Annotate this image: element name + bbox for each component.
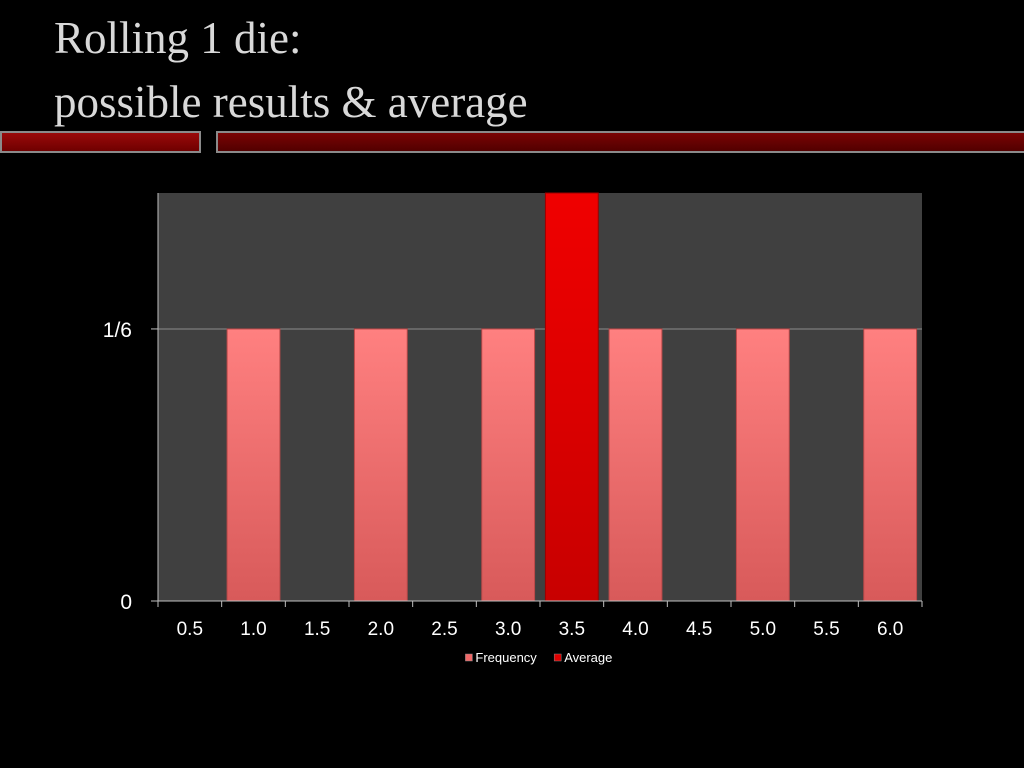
- bar-frequency-4.0: [608, 328, 663, 602]
- x-tick-label-5.0: 5.0: [750, 619, 776, 640]
- accent-bar-left: [0, 131, 201, 153]
- legend-label-average: Average: [564, 650, 612, 665]
- bars: [226, 192, 918, 602]
- legend-swatch-frequency: [465, 653, 473, 662]
- plot-area: [158, 193, 922, 601]
- x-tick-label-6.0: 6.0: [877, 619, 903, 640]
- y-tick-label-1: 1/6: [103, 319, 132, 342]
- legend: Frequency Average: [465, 650, 612, 665]
- x-tick-label-3.5: 3.5: [559, 619, 585, 640]
- x-tick-label-3.0: 3.0: [495, 619, 521, 640]
- x-tick-label-2.0: 2.0: [368, 619, 394, 640]
- slide-title-line-2: possible results & average: [54, 77, 528, 127]
- accent-bar-right: [216, 131, 1024, 153]
- x-tick-label-4.5: 4.5: [686, 619, 712, 640]
- slide-title: Rolling 1 die: possible results & averag…: [54, 6, 528, 134]
- legend-label-frequency: Frequency: [475, 650, 537, 665]
- slide-title-line-1: Rolling 1 die:: [54, 13, 302, 63]
- bar-frequency-2.0: [353, 328, 408, 602]
- bar-frequency-1.0: [226, 328, 281, 602]
- x-tick-label-5.5: 5.5: [813, 619, 839, 640]
- bar-frequency-5.0: [735, 328, 790, 602]
- x-tick-label-0.5: 0.5: [177, 619, 203, 640]
- x-tick-label-1.5: 1.5: [304, 619, 330, 640]
- bar-frequency-3.0: [481, 328, 536, 602]
- axes: 0 1/6 0.5 1.0 1.5 2.0 2.5 3.0 3.5 4.0 4.5 5.0 5.5 6.0: [103, 193, 923, 640]
- x-tick-label-1.0: 1.0: [240, 619, 266, 640]
- bar-average-3.5: [544, 192, 599, 602]
- bar-frequency-6.0: [863, 328, 918, 602]
- y-tick-label-0: 0: [120, 591, 132, 614]
- legend-swatch-average: [553, 653, 562, 662]
- x-tick-label-2.5: 2.5: [431, 619, 457, 640]
- x-tick-label-4.0: 4.0: [622, 619, 648, 640]
